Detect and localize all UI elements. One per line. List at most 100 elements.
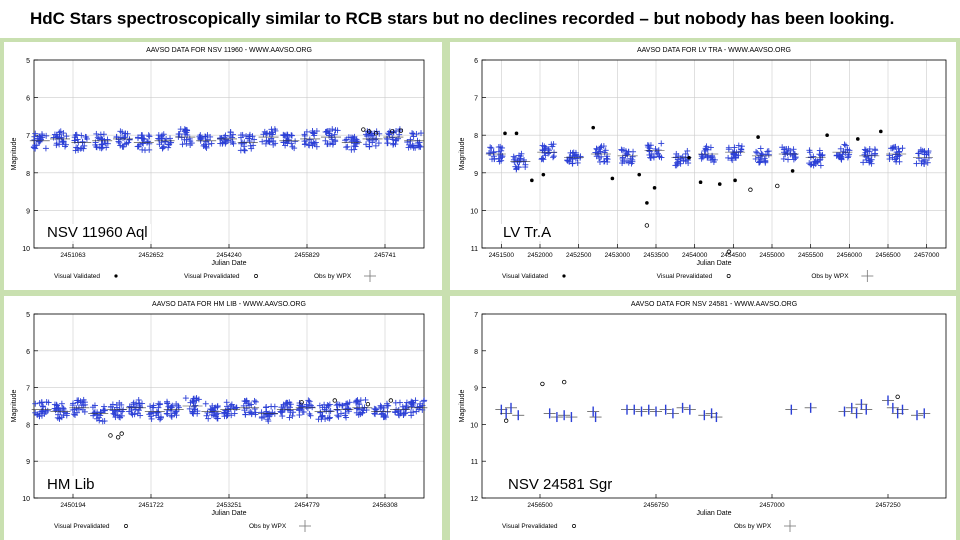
data-point-prevalidated [561,379,567,385]
data-point-prevalidated [540,381,545,387]
star-label: HM Lib [44,476,98,493]
data-season-cluster [407,397,428,419]
x-tick-label: 2453000 [605,252,631,259]
chart-svg-hmlib: AAVSO DATA FOR HM LIB - WWW.AAVSO.ORG 5 6 7… [11,301,428,532]
y-tick-label: 9 [474,171,478,178]
plot-frame [33,313,425,499]
chart-title: AAVSO DATA FOR NSV 11960 - WWW.AAVSO.ORG [146,47,312,54]
y-tick-label: 5 [26,312,30,319]
y-tick-label: 10 [470,208,478,215]
x-tick-label: 2452500 [566,252,592,259]
data-season-cluster [617,146,638,167]
data-season-cluster [239,397,260,418]
data-season-cluster [69,396,90,419]
data-point-validated [879,129,883,134]
data-season-cluster [154,131,175,152]
legend-entry: Visual Prevalidated [54,523,110,530]
legend-entry: Obs by WPX [811,273,849,280]
y-tick-label: 9 [26,459,30,466]
legend-symbol-validated [562,274,566,278]
x-tick-label: 2455000 [759,252,785,259]
x-tick-label: 2451722 [138,502,164,509]
data-point-prevalidated [398,128,404,133]
star-label: NSV 24581 Sgr [505,476,616,493]
data-season-cluster [237,131,258,154]
x-axis-label: Julian Date [696,260,731,267]
data-point-prevalidated [108,433,113,438]
legend-entry: Obs by WPX [314,273,352,280]
y-tick-label: 12 [470,496,478,503]
data-season-cluster [725,142,746,164]
y-tick-label: 10 [470,422,478,429]
chart-panel-hmlib: AAVSO DATA FOR HM LIB - WWW.AAVSO.ORG 5 6 7… [4,296,442,540]
data-season-cluster [778,144,799,163]
data-season-cluster [196,132,217,151]
data-point-validated [503,131,507,136]
y-tick-label: 8 [474,133,478,140]
x-tick-label: 2450194 [60,502,86,509]
data-point-validated [687,155,691,160]
data-season-cluster [125,396,146,419]
data-point-prevalidated [365,401,371,407]
data-season-cluster [107,399,128,421]
data-season-cluster [404,130,425,151]
data-point-prevalidated [366,129,372,134]
legend-symbol-prevalidated [254,274,258,278]
data-season-cluster [832,141,853,163]
data-season-cluster [320,126,341,148]
data-season-cluster [182,395,203,417]
y-tick-label: 6 [26,349,30,356]
x-axis-label: Julian Date [211,260,246,267]
data-point-prevalidated [726,249,732,254]
data-point-prevalidated [503,418,509,423]
legend-entry: Obs by WPX [734,523,772,530]
data-season-cluster [390,399,411,419]
x-tick-label: 2457000 [759,502,785,509]
data-season-cluster [912,146,933,167]
x-tick-label: 2452652 [138,252,164,259]
data-point-validated [856,137,860,141]
legend-symbol-prevalidated [726,274,731,278]
plot-frame [33,59,425,249]
x-tick-label: 2452000 [527,252,553,259]
y-tick-label: 11 [471,246,478,253]
data-season-cluster [341,133,362,153]
legend-symbol-prevalidated [124,524,128,528]
data-season-cluster [163,398,184,420]
data-season-cluster [220,399,241,420]
data-point-prevalidated [644,223,650,228]
x-tick-label: 2455500 [798,252,824,259]
x-tick-label: 2454240 [216,252,242,259]
data-season-cluster [644,140,665,161]
chart-title: AAVSO DATA FOR HM LIB - WWW.AAVSO.ORG [152,301,306,308]
data-point-prevalidated [775,183,780,189]
data-season-cluster [295,397,316,419]
data-point-validated [698,180,703,184]
legend-entry: Visual Prevalidated [502,523,558,530]
x-tick-label: 2456308 [372,502,398,509]
data-season-cluster [50,400,71,422]
plot-frame [481,59,947,249]
data-point-prevalidated [115,435,121,440]
legend-entry: Visual Prevalidated [657,273,713,280]
data-season-cluster [31,399,52,420]
data-season-cluster [175,126,196,148]
data-point-prevalidated [373,131,379,136]
data-point-validated [530,178,534,183]
x-tick-label: 2454779 [294,502,320,509]
data-season-cluster [112,128,133,150]
data-season-cluster [383,126,404,148]
data-point-prevalidated [895,394,900,399]
legend-symbol-prevalidated [572,524,576,528]
data-season-cluster [201,400,222,422]
y-tick-label: 8 [474,349,478,356]
data-season-cluster [50,128,70,150]
legend-entry: Visual Validated [54,273,100,280]
x-tick-label: 2451063 [60,252,86,259]
data-point-validated [756,135,760,139]
chart-panel-nsv24581: AAVSO DATA FOR NSV 24581 - WWW.AAVSO.ORG… [450,296,956,540]
data-point-validated [610,176,615,181]
x-tick-label: 2456750 [643,502,669,509]
data-season-cluster [751,145,772,166]
data-season-cluster [314,401,335,423]
